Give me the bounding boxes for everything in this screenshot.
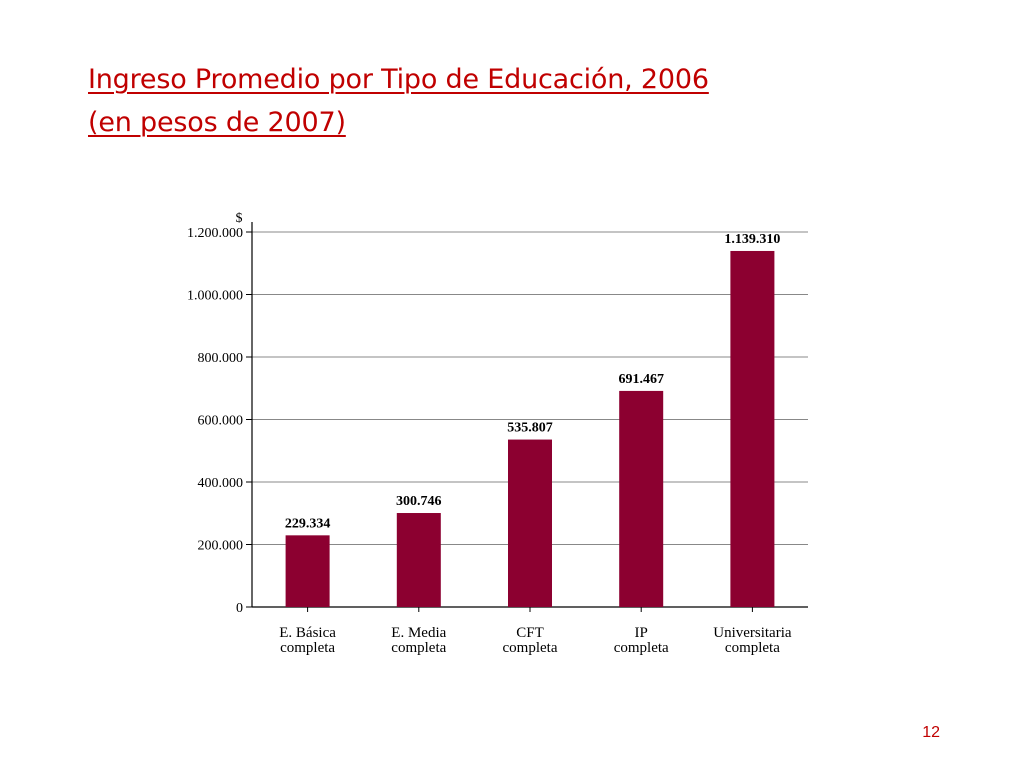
y-tick-label: 400.000 xyxy=(198,476,244,491)
x-tick-label: E. Media xyxy=(391,625,446,641)
bar-value-label: 535.807 xyxy=(507,421,553,436)
x-tick-label: E. Básica xyxy=(279,625,336,641)
page-number: 12 xyxy=(922,724,940,741)
bar-value-label: 229.334 xyxy=(285,516,331,531)
x-tick-label: CFT xyxy=(516,625,544,641)
bar xyxy=(730,250,775,607)
title-line-1: Ingreso Promedio por Tipo de Educación, … xyxy=(88,64,709,95)
bar xyxy=(396,513,441,607)
bar xyxy=(285,535,330,607)
bar-value-label: 300.746 xyxy=(396,494,442,509)
y-tick-label: 800.000 xyxy=(198,351,244,366)
x-tick-label: completa xyxy=(280,640,335,656)
bar xyxy=(508,439,552,607)
title-line-2: (en pesos de 2007) xyxy=(88,107,346,138)
x-tick-label: completa xyxy=(725,640,780,656)
x-tick-label: Universitaria xyxy=(713,625,792,641)
y-tick-label: 200.000 xyxy=(198,539,244,554)
y-tick-label: 1.000.000 xyxy=(187,289,243,304)
bar xyxy=(619,390,664,607)
y-tick-label: 1.200.000 xyxy=(187,226,243,241)
y-tick-label: 600.000 xyxy=(198,414,244,429)
x-tick-label: completa xyxy=(503,640,558,656)
x-tick-label: IP xyxy=(635,625,648,641)
x-tick-label: completa xyxy=(614,640,669,656)
y-tick-label: 0 xyxy=(236,601,243,616)
y-axis-label: $ xyxy=(236,211,243,226)
bar-value-label: 691.467 xyxy=(618,372,664,387)
bar-value-label: 1.139.310 xyxy=(724,232,780,247)
slide-title: Ingreso Promedio por Tipo de Educación, … xyxy=(88,58,709,144)
x-tick-label: completa xyxy=(391,640,446,656)
